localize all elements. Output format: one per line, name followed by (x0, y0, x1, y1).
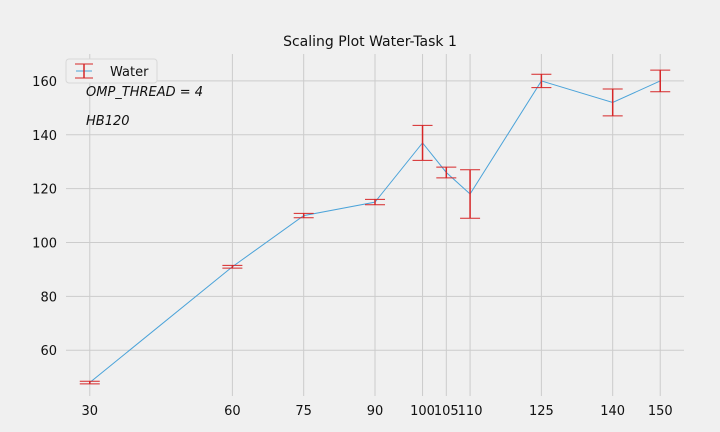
legend-box (65, 58, 158, 84)
annotation-omp-thread: OMP_THREAD = 4 (86, 85, 203, 100)
x-tick-label: 75 (295, 404, 312, 419)
y-tick-label: 160 (32, 75, 57, 90)
x-tick-label: 110 (458, 404, 483, 419)
x-tick-label: 60 (224, 404, 241, 419)
x-tick-label: 125 (529, 404, 554, 419)
legend-label-water: Water (110, 65, 149, 80)
y-tick-label: 120 (32, 183, 57, 198)
x-tick-label: 140 (600, 404, 625, 419)
legend: Water (65, 58, 158, 84)
y-tick-label: 100 (32, 237, 57, 252)
grid (66, 54, 684, 396)
annotation-hb120: HB120 (86, 114, 130, 129)
x-tick-label: 150 (648, 404, 673, 419)
series-layer (79, 69, 671, 385)
chart-title: Scaling Plot Water-Task 1 (283, 34, 457, 50)
x-tick-label: 90 (367, 404, 384, 419)
series-line (89, 80, 661, 383)
y-tick-label: 80 (40, 290, 57, 305)
x-tick-label: 105 (434, 404, 459, 419)
y-tick-label: 140 (32, 129, 57, 144)
x-tick-label: 100 (410, 404, 435, 419)
y-tick-label: 60 (40, 344, 57, 359)
x-tick-label: 30 (81, 404, 98, 419)
